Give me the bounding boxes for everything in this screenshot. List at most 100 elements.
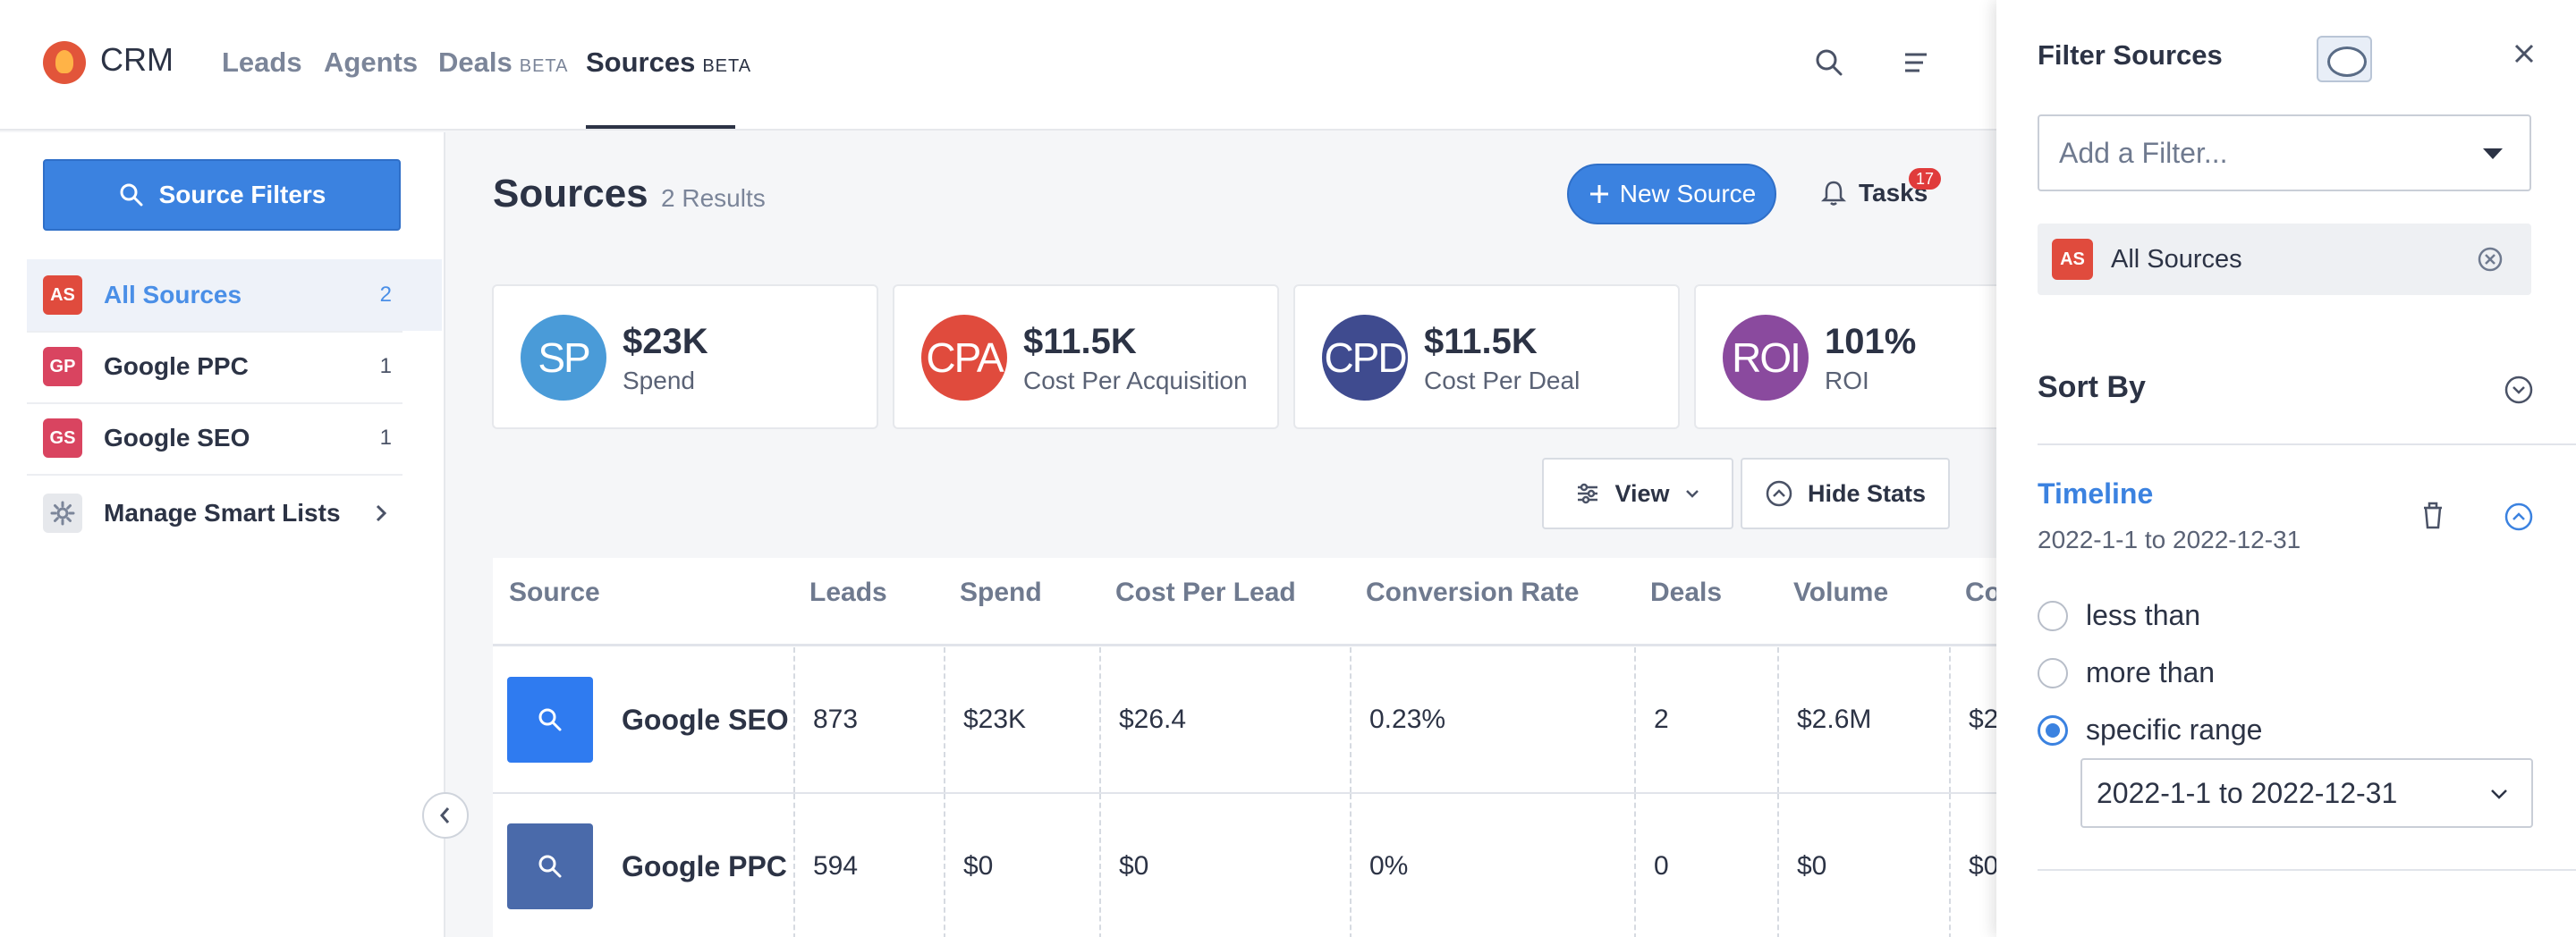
column-header[interactable]: Deals [1650, 578, 1723, 607]
source-badge: AS [2052, 239, 2093, 280]
stat-icon: CPD [1322, 315, 1408, 401]
sidebar-item-label: Google SEO [104, 424, 250, 452]
column-header[interactable]: Spend [960, 578, 1042, 607]
source-filters-label: Source Filters [158, 181, 326, 208]
radio-less-than[interactable]: less than [2038, 599, 2200, 632]
sliders-icon [1578, 483, 1598, 504]
search-icon [507, 677, 593, 763]
chevron-down-circle-icon[interactable] [2503, 374, 2535, 406]
chevron-down-icon [2491, 789, 2507, 799]
source-name: Google PPC [622, 849, 787, 882]
bell-icon [1821, 181, 1846, 206]
chevron-right-icon [376, 504, 387, 522]
sidebar-item-count: 1 [379, 354, 392, 378]
stat-icon: ROI [1723, 315, 1809, 401]
radio-button-selected[interactable] [2038, 714, 2068, 746]
header-divider [493, 644, 1996, 646]
brand-name[interactable]: CRM [100, 41, 174, 78]
sidebar-item-google-seo[interactable]: GS Google SEO 1 [27, 402, 442, 474]
search-icon [120, 183, 143, 207]
new-source-label: New Source [1619, 180, 1757, 207]
source-cell[interactable]: Google SEO [493, 647, 793, 792]
column-header[interactable]: Source [509, 578, 600, 607]
tab-deals-label: Deals [438, 46, 513, 78]
sort-by-heading[interactable]: Sort By [2038, 370, 2146, 404]
chevron-up-circle-icon [1766, 480, 1792, 507]
sidebar-item-manage-smart-lists[interactable]: Manage Smart Lists [27, 477, 442, 549]
table-cell: 0% [1350, 794, 1634, 937]
plus-icon [1589, 185, 1608, 203]
tab-sources[interactable]: Sources BETA [586, 46, 751, 79]
hide-stats-button[interactable]: Hide Stats [1741, 458, 1950, 529]
active-tab-underline [586, 125, 735, 129]
sidebar: Source Filters AS All Sources 2 GP Googl… [0, 132, 445, 937]
tab-deals[interactable]: Deals BETA [438, 46, 569, 79]
stat-value: $23K [623, 322, 708, 361]
sidebar-item-label: Manage Smart Lists [104, 499, 341, 527]
results-count: 2 Results [661, 184, 766, 212]
radio-button[interactable] [2038, 657, 2068, 688]
radio-more-than[interactable]: more than [2038, 656, 2215, 689]
radio-label: less than [2086, 599, 2201, 631]
radio-button[interactable] [2038, 600, 2068, 631]
sources-table: Source Leads Spend Cost Per Lead Convers… [493, 558, 1996, 937]
search-icon [507, 823, 593, 909]
crm-logo-icon[interactable] [43, 41, 86, 84]
collapse-sidebar-button[interactable] [422, 792, 469, 839]
source-cell[interactable]: Google PPC [493, 794, 793, 937]
caret-down-icon [2483, 148, 2503, 159]
top-nav: CRM Leads Agents Deals BETA Sources BETA [0, 0, 1996, 131]
tab-sources-label: Sources [586, 46, 696, 78]
add-filter-placeholder: Add a Filter... [2059, 136, 2228, 169]
table-row[interactable]: Google PPC 594 $0 $0 0% 0 $0 $0 [493, 792, 1996, 937]
column-header[interactable]: Conversion Rate [1366, 578, 1580, 607]
column-header[interactable]: Volume [1793, 578, 1889, 607]
table-cell: $23K [944, 647, 1099, 792]
column-header[interactable]: Co [1965, 578, 1996, 607]
column-header[interactable]: Cost Per Lead [1115, 578, 1296, 607]
table-row[interactable]: Google SEO 873 $23K $26.4 0.23% 2 $2.6M … [493, 647, 1996, 792]
stat-label: Spend [623, 367, 695, 394]
source-filters-button[interactable]: Source Filters [43, 159, 401, 231]
table-cell: $26.4 [1099, 647, 1350, 792]
sidebar-item-label: Google PPC [104, 352, 249, 380]
sidebar-item-label: All Sources [104, 281, 242, 308]
menu-icon[interactable] [1900, 46, 1932, 79]
tab-leads-label: Leads [222, 46, 302, 78]
stat-label: ROI [1825, 367, 1869, 394]
stat-value: $11.5K [1023, 322, 1137, 361]
sidebar-item-count: 2 [379, 283, 392, 307]
active-filter-chip: AS All Sources [2038, 224, 2531, 295]
chevron-up-circle-icon[interactable] [2503, 501, 2535, 533]
chevron-down-icon [1685, 490, 1699, 498]
beta-tag: BETA [519, 56, 569, 76]
stat-label: Cost Per Acquisition [1023, 367, 1248, 394]
remove-filter-icon[interactable] [2476, 245, 2504, 274]
sidebar-item-all-sources[interactable]: AS All Sources 2 [27, 259, 442, 331]
new-source-button[interactable]: New Source [1567, 164, 1776, 224]
table-cell: 0.23% [1350, 647, 1634, 792]
table-cell: $0 [1949, 794, 1996, 937]
view-button[interactable]: View [1542, 458, 1733, 529]
gear-icon [43, 494, 82, 533]
tab-agents[interactable]: Agents [324, 46, 418, 79]
panel-title: Filter Sources [2038, 39, 2223, 71]
close-icon[interactable] [2508, 38, 2540, 70]
tab-agents-label: Agents [324, 46, 419, 78]
divider [27, 331, 402, 333]
sidebar-item-google-ppc[interactable]: GP Google PPC 1 [27, 331, 442, 402]
column-header[interactable]: Leads [809, 578, 887, 607]
hide-stats-label: Hide Stats [1807, 479, 1927, 507]
timeline-summary: 2022-1-1 to 2022-12-31 [2038, 526, 2301, 553]
stat-card-cpa: CPA $11.5K Cost Per Acquisition [893, 284, 1279, 429]
search-icon[interactable] [1813, 46, 1845, 79]
tab-leads[interactable]: Leads [222, 46, 302, 79]
timeline-heading[interactable]: Timeline [2038, 477, 2154, 510]
radio-label: specific range [2086, 713, 2263, 746]
radio-specific-range[interactable]: specific range [2038, 713, 2262, 747]
add-filter-select[interactable]: Add a Filter... [2038, 114, 2531, 191]
trash-icon[interactable] [2419, 501, 2447, 531]
divider [2038, 443, 2576, 445]
date-range-select[interactable]: 2022-1-1 to 2022-12-31 [2080, 758, 2533, 828]
stat-card-spend: SP $23K Spend [492, 284, 878, 429]
